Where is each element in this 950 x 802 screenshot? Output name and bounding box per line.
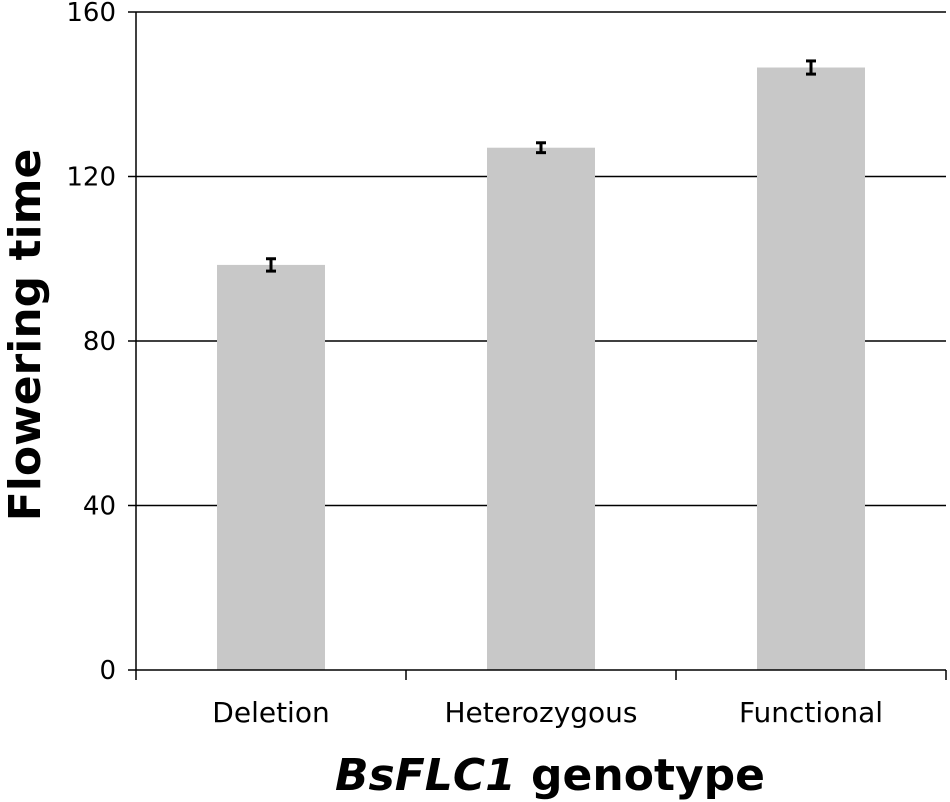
x-axis-title-rest: genotype [516, 750, 765, 801]
x-axis-title: BsFLC1 genotype [335, 750, 765, 801]
y-axis-title: Flowering time [0, 149, 51, 522]
y-tick-label: 40 [83, 492, 116, 522]
y-tick-label: 120 [66, 163, 116, 193]
bar [217, 264, 325, 670]
axes [128, 11, 947, 680]
y-tick-label: 0 [99, 656, 116, 686]
bars [217, 67, 865, 671]
y-tick-label: 160 [66, 0, 116, 28]
bar [757, 67, 865, 671]
x-tick-label: Deletion [212, 696, 329, 729]
x-axis-title-gene: BsFLC1 [335, 750, 516, 801]
labels: 0 40 80 120 160 Deletion Heterozygous Functiona… [66, 0, 883, 729]
y-tick-label: 80 [83, 327, 116, 357]
bar [487, 147, 595, 670]
x-tick-label: Heterozygous [444, 696, 637, 729]
x-tick-label: Functional [739, 696, 883, 729]
error-bars [266, 59, 816, 273]
